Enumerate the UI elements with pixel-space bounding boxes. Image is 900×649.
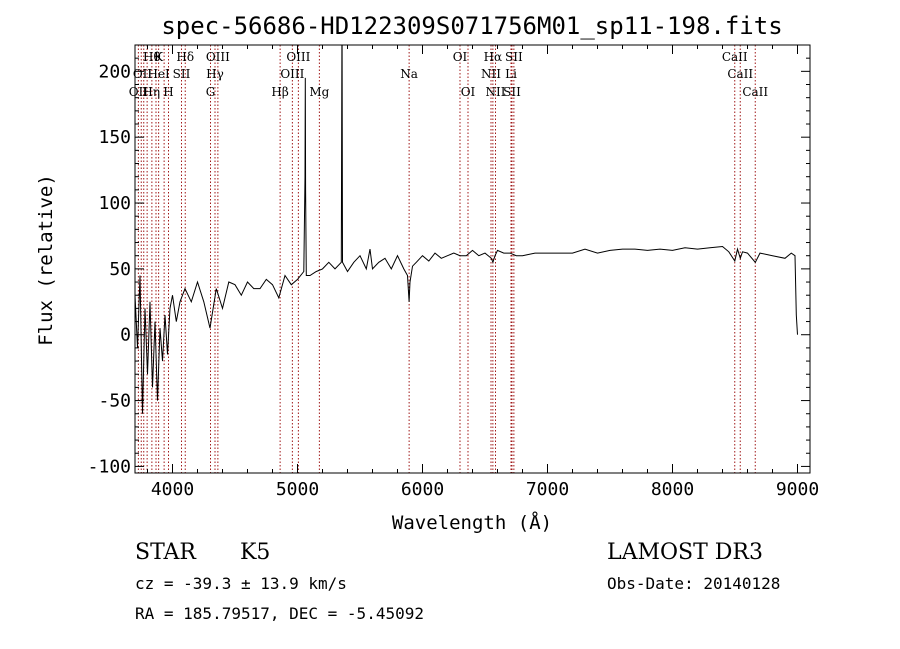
line-label: H	[163, 85, 173, 99]
y-tick-label: 200	[98, 61, 131, 82]
y-tick-label: 0	[120, 325, 131, 346]
line-label: SII	[173, 67, 191, 81]
x-tick-label: 7000	[526, 479, 569, 500]
line-label: HeI	[147, 67, 170, 81]
spectrum-line	[134, 44, 798, 414]
x-tick-label: 5000	[276, 479, 319, 500]
line-label: CaII	[727, 67, 753, 81]
y-tick-label: -100	[88, 456, 131, 477]
line-label: OIII	[206, 50, 230, 64]
observation-date: Obs-Date: 20140128	[607, 574, 781, 593]
radial-velocity: cz = -39.3 ± 13.9 km/s	[135, 574, 347, 593]
line-label: NII	[486, 85, 506, 99]
line-label: SII	[503, 85, 521, 99]
line-label: OI	[453, 50, 468, 64]
x-tick-label: 9000	[776, 479, 819, 500]
object-class: STAR	[135, 540, 196, 565]
y-axis-label: Flux (relative)	[35, 174, 57, 346]
chart-title: spec-56686-HD122309S071756M01_sp11-198.f…	[161, 12, 782, 40]
line-label: Hδ	[176, 50, 194, 64]
line-label: Li	[505, 67, 517, 81]
y-tick-label: 150	[98, 127, 131, 148]
line-label: Hβ	[271, 85, 288, 99]
y-tick-label: 50	[109, 259, 131, 280]
line-label: OIII	[280, 67, 304, 81]
line-label: CaII	[722, 50, 748, 64]
y-axis-ticks: -100 -50 0 50 100 150 200	[88, 57, 810, 477]
x-tick-label: 8000	[651, 479, 694, 500]
axes-frame	[134, 44, 811, 474]
line-label: G	[206, 85, 216, 99]
line-label: OII	[133, 67, 153, 81]
line-label: CaII	[742, 85, 768, 99]
line-label: K	[154, 50, 164, 64]
sky-coordinates: RA = 185.79517, DEC = -5.45092	[135, 604, 424, 623]
x-axis-ticks: 4000 5000 6000 7000 8000 9000	[147, 45, 819, 500]
y-tick-label: 100	[98, 193, 131, 214]
line-label: NII	[481, 67, 501, 81]
line-label: Na	[400, 67, 418, 81]
line-label: SII	[505, 50, 523, 64]
x-tick-label: 4000	[151, 479, 194, 500]
y-tick-label: -50	[98, 391, 131, 412]
line-label: Hθ	[143, 50, 161, 64]
line-label: Hη	[142, 85, 160, 99]
x-axis-label: Wavelength (Å)	[392, 511, 552, 534]
spectral-subclass: K5	[240, 540, 271, 565]
line-label: OI	[461, 85, 476, 99]
line-label: Mg	[309, 85, 329, 99]
x-tick-label: 6000	[401, 479, 444, 500]
line-label: OII	[129, 85, 149, 99]
line-label: Hγ	[206, 67, 224, 81]
line-label: Hα	[484, 50, 503, 64]
line-label: OIII	[286, 50, 310, 64]
survey-name: LAMOST DR3	[607, 540, 763, 565]
emission-line-markers	[137, 45, 756, 473]
